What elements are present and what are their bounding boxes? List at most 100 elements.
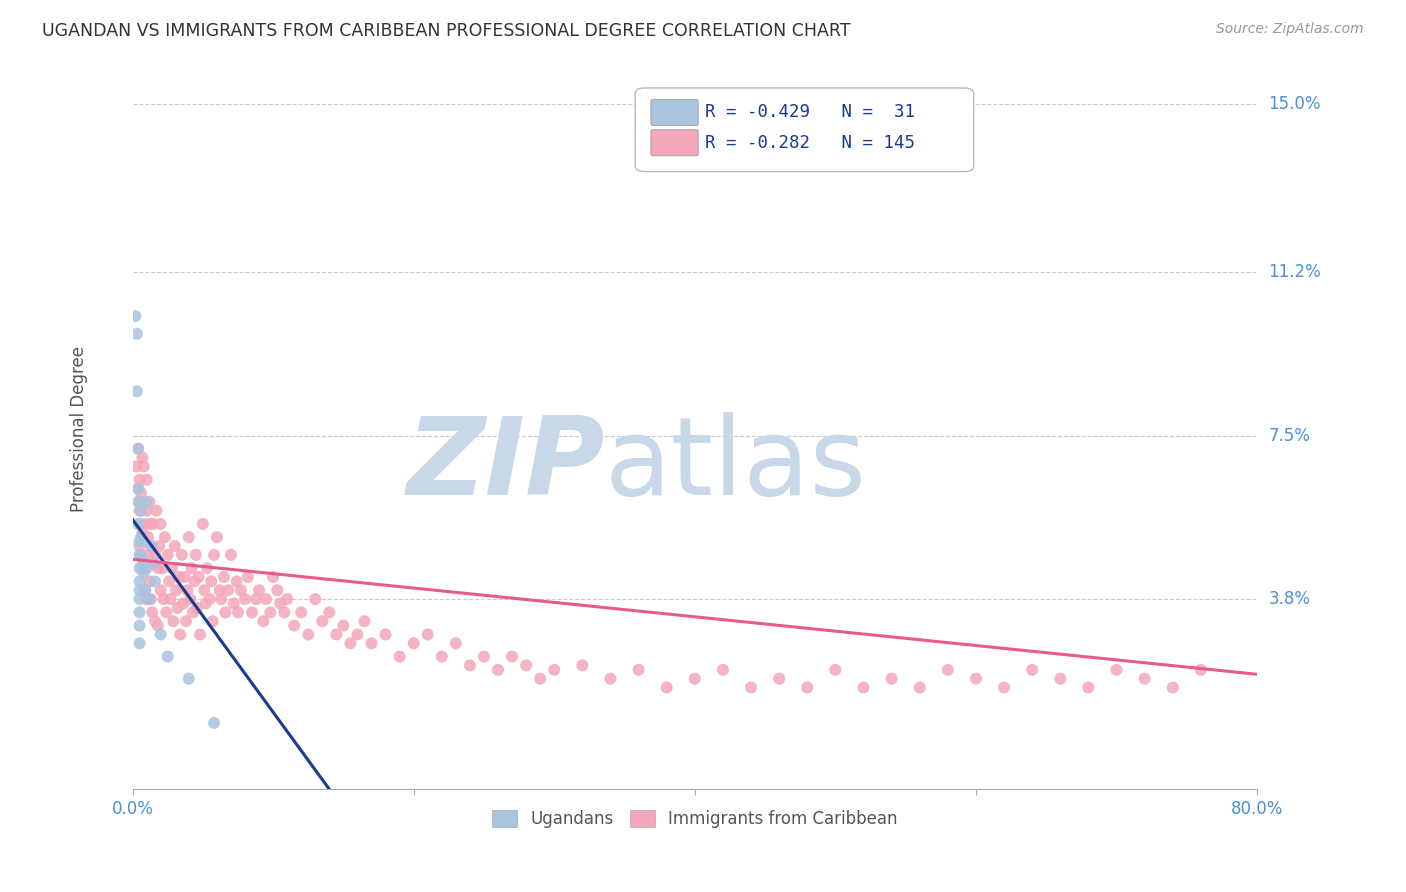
Point [318, 606, 340, 620]
Point [167, 570, 190, 584]
Point [177, 672, 200, 686]
Point [143, 574, 166, 589]
Point [276, 592, 298, 607]
Point [1189, 663, 1212, 677]
Point [165, 583, 187, 598]
Point [339, 636, 361, 650]
Point [177, 530, 200, 544]
Point [136, 530, 159, 544]
Point [128, 636, 150, 650]
Point [198, 592, 221, 607]
Point [993, 681, 1015, 695]
Point [128, 516, 150, 531]
Point [145, 503, 167, 517]
Point [139, 539, 162, 553]
Point [143, 548, 166, 562]
Point [824, 663, 846, 677]
Point [1133, 672, 1156, 686]
Point [1049, 672, 1071, 686]
Point [283, 618, 305, 632]
Point [444, 636, 467, 650]
Point [159, 592, 181, 607]
Point [200, 574, 222, 589]
Point [599, 672, 621, 686]
Point [180, 561, 202, 575]
Point [134, 516, 156, 531]
Point [208, 583, 231, 598]
Point [155, 606, 177, 620]
Point [125, 459, 148, 474]
Point [188, 627, 211, 641]
Point [124, 309, 146, 323]
Point [1105, 663, 1128, 677]
Text: 3.8%: 3.8% [1268, 591, 1310, 608]
Point [152, 592, 174, 607]
Point [129, 486, 152, 500]
Point [128, 495, 150, 509]
Point [430, 649, 453, 664]
Point [201, 614, 224, 628]
Point [125, 326, 148, 341]
Point [311, 614, 333, 628]
Point [135, 592, 157, 607]
Point [571, 658, 593, 673]
Point [141, 606, 163, 620]
Point [627, 663, 650, 677]
Point [128, 618, 150, 632]
Point [173, 570, 195, 584]
Point [655, 681, 678, 695]
Point [128, 606, 150, 620]
Point [129, 530, 152, 544]
Point [183, 574, 205, 589]
Point [217, 583, 239, 598]
Point [135, 561, 157, 575]
Point [176, 583, 198, 598]
Point [245, 592, 267, 607]
Point [273, 606, 295, 620]
Text: 15.0%: 15.0% [1268, 95, 1320, 113]
Point [149, 516, 172, 531]
Point [1077, 681, 1099, 695]
Point [138, 495, 160, 509]
Point [139, 516, 162, 531]
Point [143, 614, 166, 628]
Point [127, 442, 149, 456]
Point [266, 583, 288, 598]
Point [262, 570, 284, 584]
Text: R = -0.429   N =  31: R = -0.429 N = 31 [704, 103, 915, 121]
Point [150, 561, 173, 575]
Point [127, 516, 149, 531]
Point [156, 548, 179, 562]
Point [252, 614, 274, 628]
Point [181, 606, 204, 620]
Point [240, 606, 263, 620]
Point [148, 539, 170, 553]
Point [156, 649, 179, 664]
FancyBboxPatch shape [636, 88, 974, 171]
Text: R = -0.282   N = 145: R = -0.282 N = 145 [704, 134, 915, 152]
Legend: Ugandans, Immigrants from Caribbean: Ugandans, Immigrants from Caribbean [485, 804, 904, 835]
Point [195, 561, 218, 575]
Point [325, 627, 347, 641]
Point [711, 663, 734, 677]
Point [128, 583, 150, 598]
Point [247, 583, 270, 598]
Point [226, 606, 249, 620]
Point [304, 592, 326, 607]
Point [225, 574, 247, 589]
Point [179, 592, 201, 607]
Point [416, 627, 439, 641]
Text: 7.5%: 7.5% [1268, 426, 1310, 444]
Point [129, 548, 152, 562]
Text: ZIP: ZIP [406, 412, 605, 518]
Point [194, 597, 217, 611]
Point [219, 548, 242, 562]
Point [360, 636, 382, 650]
Point [166, 601, 188, 615]
Point [135, 495, 157, 509]
Point [172, 597, 194, 611]
Text: atlas: atlas [605, 412, 868, 518]
Point [880, 672, 903, 686]
Point [205, 530, 228, 544]
Point [501, 649, 523, 664]
